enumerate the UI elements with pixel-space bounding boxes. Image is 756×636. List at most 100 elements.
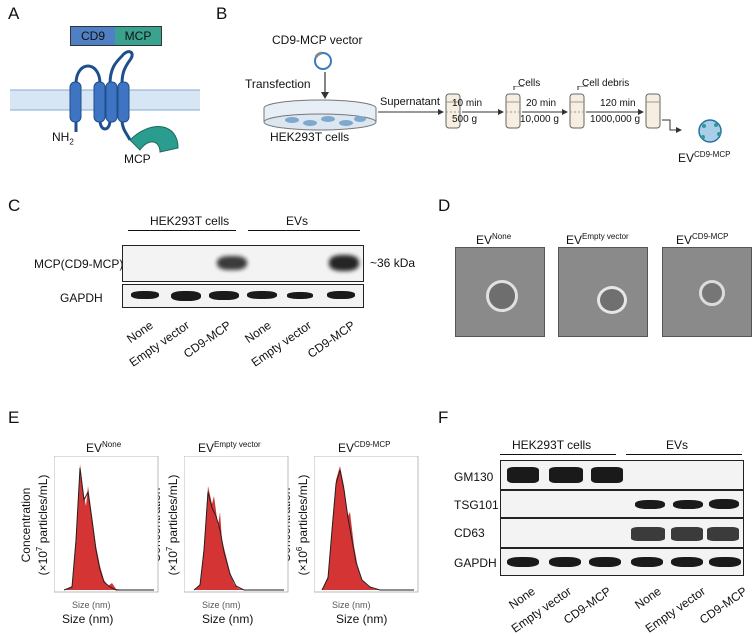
c-band (327, 291, 355, 299)
f-band (507, 557, 539, 567)
tem-image-none (455, 247, 545, 337)
f-band (507, 467, 539, 483)
f-blot-gapdh (500, 548, 744, 576)
e-ylabel-1: Concentration (×107 particles/mL) (19, 474, 50, 576)
panel-label-a: A (8, 4, 20, 23)
culture-dish-icon (263, 99, 377, 131)
cells-pellet-label: Cells (518, 78, 541, 89)
panel-label-c: C (8, 196, 21, 215)
f-row-label: GM130 (454, 470, 494, 484)
tem-image-empty-vector (558, 247, 648, 337)
f-blot-gm130 (500, 460, 744, 490)
construct-box: CD9 MCP (70, 26, 162, 46)
construct-mcp: MCP (115, 27, 161, 45)
e-size-label-1: Size (nm) (62, 612, 114, 626)
f-lane-label: None (632, 584, 665, 612)
panel-label-b: B (216, 4, 228, 23)
f-group2-line (626, 454, 742, 455)
d-label-empty: EVEmpty vector (566, 232, 629, 247)
c-band (329, 255, 359, 271)
e-xlabel-1: Size (nm) (72, 600, 111, 610)
c-lane-label: CD9-MCP (305, 318, 359, 361)
f-band (591, 467, 623, 483)
f-band (549, 467, 583, 483)
centrifugation-workflow (378, 86, 682, 133)
c-group2-line (248, 230, 360, 231)
e-xlabel-2: Size (nm) (202, 600, 241, 610)
c-row-mcp-label: MCP(CD9-MCP) (34, 257, 124, 271)
e-plot-cd9mcp (314, 456, 419, 593)
ev-icon (698, 119, 722, 143)
vesicle (699, 280, 725, 306)
f-band (707, 527, 739, 541)
c-lane-label: None (242, 318, 275, 346)
f-row-label: CD63 (454, 526, 485, 540)
step2-time: 20 min (526, 98, 557, 109)
transfection-label: Transfection (245, 77, 311, 91)
mcp-shape (129, 126, 179, 153)
construct-cd9: CD9 (71, 27, 115, 45)
f-band (671, 527, 703, 541)
mcp-label: MCP (124, 152, 151, 166)
d-label-none: EVNone (476, 232, 512, 247)
f-blot-tsg101 (500, 490, 744, 518)
c-band (287, 292, 313, 299)
panel-label-d: D (438, 196, 451, 215)
f-blot-cd63 (500, 518, 744, 548)
f-group1-line (500, 454, 616, 455)
step1-force: 500 g (452, 114, 478, 125)
step2-force: 10,000 g (520, 114, 559, 125)
d-label-cd9mcp: EVCD9-MCP (676, 232, 729, 247)
e-plot-none (54, 456, 159, 593)
f-row-label: GAPDH (454, 556, 497, 570)
f-group1-label: HEK293T cells (512, 438, 592, 452)
c-group1-label: HEK293T cells (150, 214, 230, 228)
e-xlabel-3: Size (nm) (332, 600, 371, 610)
arrow-down-icon (321, 72, 329, 99)
hek-cells-label: HEK293T cells (270, 130, 350, 144)
tube-icon-3 (569, 93, 585, 129)
c-kda-label: ~36 kDa (370, 256, 416, 270)
vector-label: CD9-MCP vector (272, 33, 363, 47)
panel-label-e: E (8, 408, 20, 427)
f-band (635, 500, 665, 509)
c-band (247, 291, 277, 299)
f-group2-label: EVs (666, 438, 689, 452)
nh2-label: NH2 (52, 130, 74, 147)
c-band (171, 291, 201, 301)
debris-label: Cell debris (582, 78, 630, 89)
cd9-membrane-diagram (10, 50, 200, 153)
e-plot-empty (184, 456, 289, 593)
plasmid-icon (314, 51, 332, 70)
f-band (549, 557, 581, 567)
step1-time: 10 min (452, 98, 483, 109)
tube-icon-4 (645, 93, 661, 129)
c-blot-mcp (122, 245, 364, 282)
f-band (709, 499, 739, 509)
f-band (709, 557, 741, 567)
e-size-label-2: Size (nm) (202, 612, 254, 626)
f-band (671, 557, 703, 567)
f-row-label: TSG101 (454, 498, 499, 512)
vesicle (597, 286, 627, 314)
step3-time: 120 min (600, 98, 636, 109)
f-band (631, 557, 663, 567)
c-group1-line (128, 230, 236, 231)
f-band (631, 527, 665, 541)
tube-icon-2 (505, 93, 521, 129)
c-band (217, 256, 247, 270)
c-row-gapdh-label: GAPDH (60, 291, 103, 305)
c-group2-label: EVs (286, 214, 309, 228)
c-band (131, 291, 159, 299)
e-size-label-3: Size (nm) (336, 612, 388, 626)
vesicle (486, 280, 518, 312)
tem-image-cd9mcp (662, 247, 752, 337)
f-band (589, 557, 621, 567)
f-band (673, 500, 703, 509)
step3-force: 1000,000 g (590, 114, 641, 125)
c-band (209, 291, 239, 300)
supernatant-label: Supernatant (380, 96, 440, 108)
e-title-none: EVNone (86, 440, 122, 455)
panel-label-f: F (438, 408, 449, 427)
tube-icon-1 (445, 93, 461, 129)
